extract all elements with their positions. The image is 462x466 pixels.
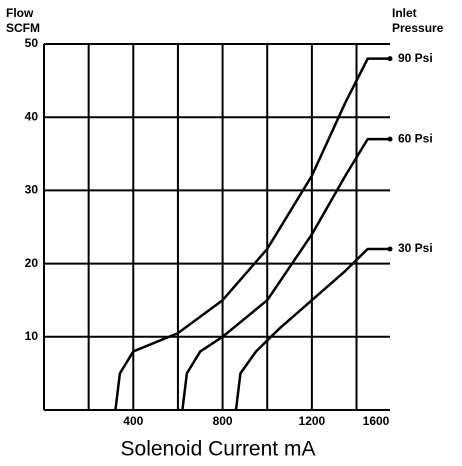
series-end [387,136,393,142]
y-tick-label: 40 [25,109,39,123]
y-tick-label: 50 [25,36,39,50]
series-line [114,57,390,411]
series-end [387,246,393,252]
y-tick-label: 30 [25,183,39,197]
legend-title: Pressure [392,21,444,35]
x-axis-label: Solenoid Current mA [121,438,316,461]
y-axis-label: Flow [6,6,34,20]
legend-label: 90 Psi [398,51,433,65]
series-line [234,247,390,411]
x-tick-label: 1200 [299,414,326,428]
legend-label: 60 Psi [398,131,433,145]
x-tick-label: 1600 [363,414,390,428]
y-tick-label: 10 [25,329,39,343]
legend-label: 30 Psi [398,241,433,255]
series-end [387,56,393,62]
x-tick-label: 400 [123,414,143,428]
legend-title: Inlet [392,6,417,20]
y-tick-label: 20 [25,256,39,270]
y-axis-label: SCFM [6,21,40,35]
x-tick-label: 800 [213,414,233,428]
series-line [181,137,390,411]
